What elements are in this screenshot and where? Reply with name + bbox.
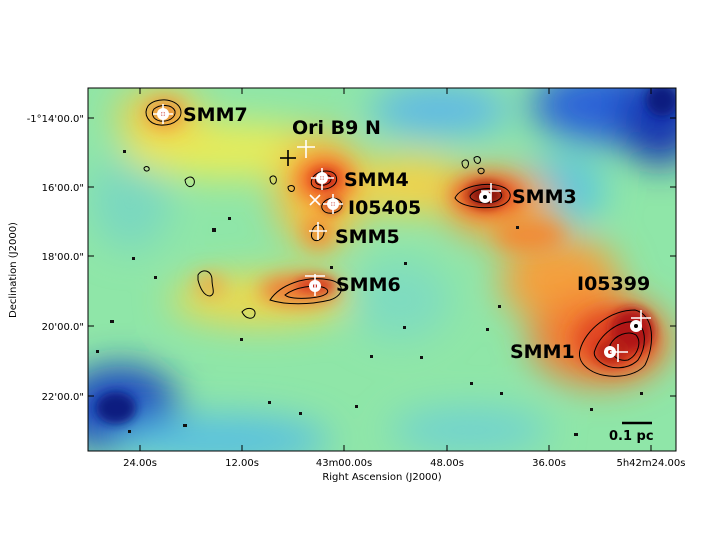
source-labels: SMM7 Ori B9 N SMM4 I05405 SMM5 SMM3 SMM6… <box>183 104 650 363</box>
axis-ticks <box>88 88 676 451</box>
label-smm1: SMM1 <box>510 341 575 363</box>
i05399-marker <box>630 310 651 332</box>
x-tick-label: 5h42m24.00s <box>616 458 685 469</box>
smm4-marker <box>311 168 334 190</box>
x-tick-label: 24.00s <box>123 458 157 469</box>
x-tick-label: 48.00s <box>430 458 464 469</box>
x-axis-title: Right Ascension (J2000) <box>322 472 441 483</box>
label-ori-b9n: Ori B9 N <box>292 117 381 139</box>
smm6-marker <box>305 274 325 296</box>
scale-bar-label: 0.1 pc <box>609 429 654 444</box>
x-tick-label: 12.00s <box>225 458 259 469</box>
y-tick-label: 22'00.0" <box>42 392 84 403</box>
smm3-marker <box>479 183 501 203</box>
source-markers <box>153 104 651 362</box>
y-tick-labels: -1°14'00.0" 16'00.0" 18'00.0" 20'00.0" 2… <box>27 114 84 403</box>
x-tick-labels: 24.00s 12.00s 43m00.00s 48.00s 36.00s 5h… <box>123 458 685 469</box>
smm7-marker <box>153 104 173 124</box>
ori-b9n-markers <box>280 140 315 166</box>
dark-pixel-specks <box>96 150 643 436</box>
smm5-marker <box>309 222 327 240</box>
y-axis-title: Declination (J2000) <box>8 222 19 318</box>
label-smm7: SMM7 <box>183 104 248 126</box>
label-smm6: SMM6 <box>336 274 401 296</box>
label-i05405: I05405 <box>348 197 421 219</box>
plot-frame <box>87 87 677 452</box>
label-smm4: SMM4 <box>344 169 409 191</box>
y-tick-label: 20'00.0" <box>42 322 84 333</box>
y-tick-label: -1°14'00.0" <box>27 114 84 125</box>
i05405-marker <box>309 194 343 214</box>
x-tick-label: 36.00s <box>532 458 566 469</box>
label-smm3: SMM3 <box>512 186 577 208</box>
smm1-marker <box>604 344 628 362</box>
y-tick-label: 18'00.0" <box>42 252 84 263</box>
label-i05399: I05399 <box>577 273 650 295</box>
x-tick-label: 43m00.00s <box>316 458 372 469</box>
intensity-map: SMM7 Ori B9 N SMM4 I05405 SMM5 SMM3 SMM6… <box>88 88 676 451</box>
label-smm5: SMM5 <box>335 226 400 248</box>
y-tick-label: 16'00.0" <box>42 183 84 194</box>
scale-bar: 0.1 pc <box>609 421 654 444</box>
